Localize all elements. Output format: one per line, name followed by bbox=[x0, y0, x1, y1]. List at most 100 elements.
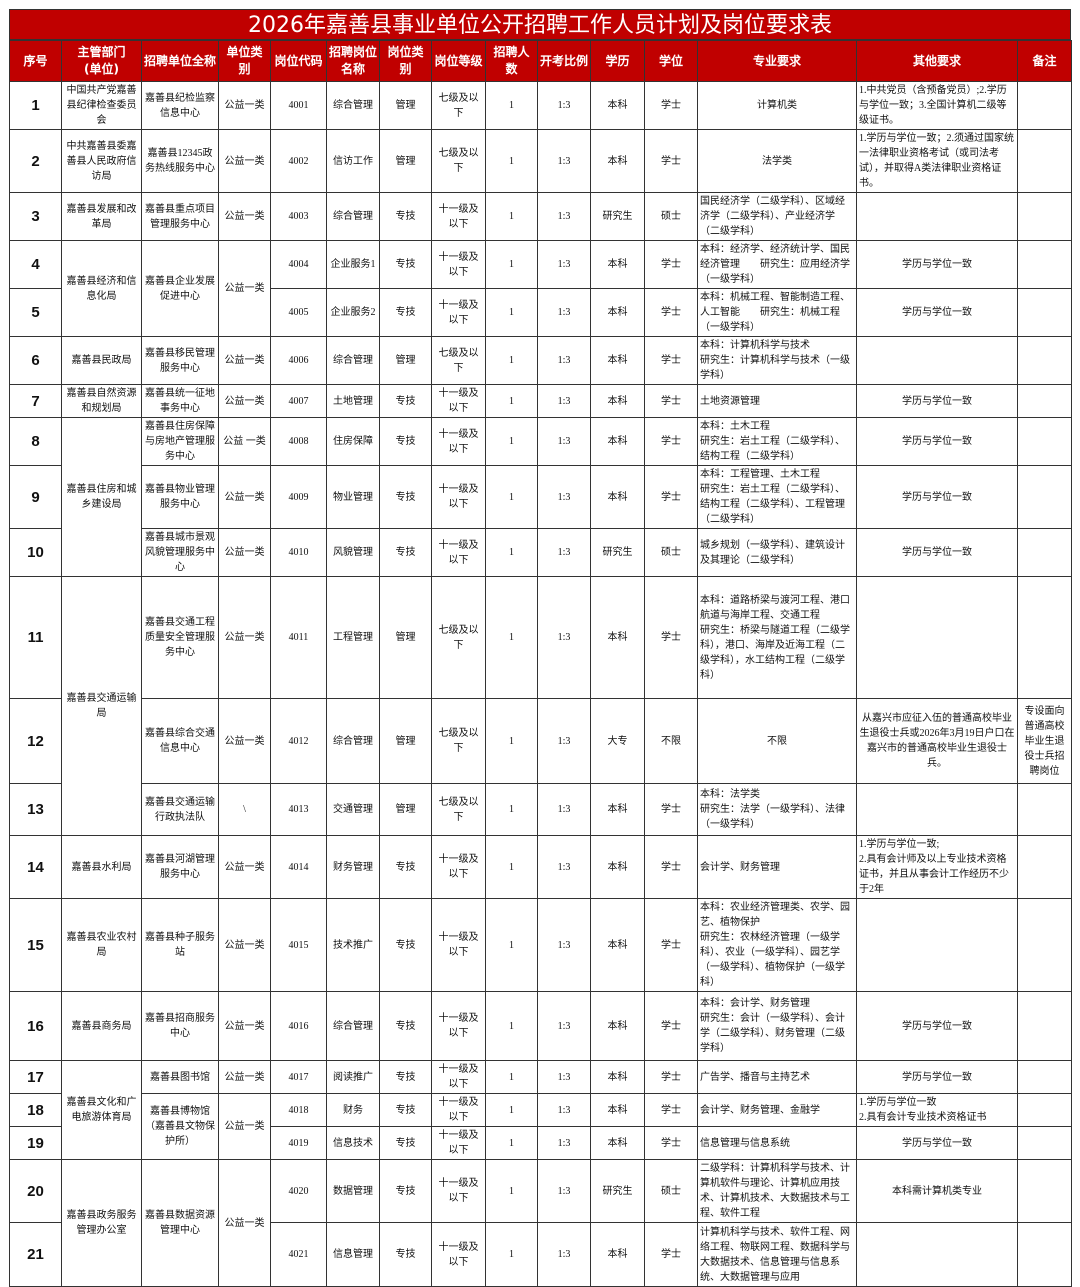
cell-note bbox=[1017, 1159, 1072, 1223]
table-row: 10 嘉善县城市景观风貌管理服务中心 公益一类 4010 风貌管理 专技 十一级及以下 1 1:… bbox=[9, 528, 1072, 577]
cell-unit-type: 公益一类 bbox=[218, 1159, 271, 1287]
cell-grade: 十一级及以下 bbox=[431, 465, 486, 529]
cell-degree: 学士 bbox=[644, 835, 698, 899]
cell-code: 4010 bbox=[270, 528, 327, 577]
cell-major: 城乡规划（一级学科）、建筑设计及其理论（二级学科） bbox=[697, 528, 857, 577]
table-row: 11 嘉善县交通运输局 嘉善县交通工程质量安全管理服务中心 公益一类 4011 工程管理管… bbox=[9, 576, 1072, 836]
cell-note bbox=[1017, 81, 1072, 130]
cell-degree: 学士 bbox=[644, 288, 698, 337]
column-header: 单位类别 bbox=[218, 40, 271, 82]
cell-degree: 学士 bbox=[644, 898, 698, 992]
cell-ratio: 1:3 bbox=[537, 288, 591, 337]
cell-grade: 十一级及以下 bbox=[431, 991, 486, 1061]
column-header: 备注 bbox=[1017, 40, 1072, 82]
cell-category: 管理 bbox=[379, 698, 432, 784]
cell-code: 4004 bbox=[270, 240, 327, 289]
cell-degree: 学士 bbox=[644, 1060, 698, 1094]
cell-category: 专技 bbox=[379, 288, 432, 337]
cell-code: 4002 bbox=[270, 129, 327, 193]
cell-ratio: 1:3 bbox=[537, 698, 591, 784]
cell-category: 管理 bbox=[379, 81, 432, 130]
cell-seq: 2 bbox=[9, 129, 62, 193]
cell-grade: 十一级及以下 bbox=[431, 288, 486, 337]
cell-count: 1 bbox=[485, 698, 538, 784]
cell-edu: 大专 bbox=[590, 698, 645, 784]
cell-major: 计算机类 bbox=[697, 81, 857, 130]
cell-count: 1 bbox=[485, 783, 538, 836]
cell-other: 学历与学位一致 bbox=[856, 417, 1018, 466]
cell-grade: 十一级及以下 bbox=[431, 1222, 486, 1287]
cell-grade: 十一级及以下 bbox=[431, 192, 486, 241]
cell-major: 本科：土木工程 研究生：岩土工程（二级学科）、结构工程（二级学科） bbox=[697, 417, 857, 466]
table-row: 18 嘉善县博物馆（嘉善县文物保护所） 公益一类 4018 财务 专技 十一级及以下 1 1:3… bbox=[9, 1093, 1072, 1160]
cell-count: 1 bbox=[485, 1060, 538, 1094]
table-title: 2026年嘉善县事业单位公开招聘工作人员计划及岗位要求表 bbox=[9, 9, 1071, 40]
cell-category: 专技 bbox=[379, 384, 432, 418]
cell-ratio: 1:3 bbox=[537, 1060, 591, 1094]
cell-other: 1.学历与学位一致 2.具有会计专业技术资格证书 bbox=[856, 1093, 1018, 1127]
cell-unit: 嘉善县招商服务中心 bbox=[141, 991, 219, 1061]
cell-ratio: 1:3 bbox=[537, 783, 591, 836]
column-header: 序号 bbox=[9, 40, 62, 82]
cell-count: 1 bbox=[485, 417, 538, 466]
cell-category: 专技 bbox=[379, 1126, 432, 1160]
table-row: 20 嘉善县政务服务管理办公室 嘉善县数据资源管理中心 公益一类 4020 数据管理 专技十… bbox=[9, 1159, 1072, 1287]
cell-other bbox=[856, 336, 1018, 385]
cell-grade: 十一级及以下 bbox=[431, 240, 486, 289]
cell-unit: 嘉善县交通运输行政执法队 bbox=[141, 783, 219, 836]
cell-ratio: 1:3 bbox=[537, 1159, 591, 1223]
cell-code: 4001 bbox=[270, 81, 327, 130]
cell-major: 本科：会计学、财务管理 研究生：会计（一级学科）、会计学（二级学科）、财务管理（… bbox=[697, 991, 857, 1061]
column-header: 主管部门 (单位) bbox=[61, 40, 142, 82]
cell-major: 会计学、财务管理 bbox=[697, 835, 857, 899]
cell-unit-type: 公益一类 bbox=[218, 336, 271, 385]
cell-degree: 学士 bbox=[644, 384, 698, 418]
cell-unit-type: 公益一类 bbox=[218, 1093, 271, 1160]
cell-edu: 本科 bbox=[590, 576, 645, 699]
cell-unit-type: 公益一类 bbox=[218, 240, 271, 337]
cell-edu: 本科 bbox=[590, 240, 645, 289]
cell-major: 本科：经济学、经济统计学、国民经济管理 研究生：应用经济学（一级学科） bbox=[697, 240, 857, 289]
cell-ratio: 1:3 bbox=[537, 898, 591, 992]
cell-note bbox=[1017, 528, 1072, 577]
table-row: 1 中国共产党嘉善县纪律检查委员会 嘉善县纪检监察信息中心 公益一类 4001 综合管理管… bbox=[9, 81, 1072, 130]
cell-seq: 16 bbox=[9, 991, 62, 1061]
cell-unit: 嘉善县住房保障与房地产管理服务中心 bbox=[141, 417, 219, 466]
cell-grade: 十一级及以下 bbox=[431, 1060, 486, 1094]
header-row: 序号 主管部门 (单位) 招聘单位全称 单位类别 岗位代码 招聘岗位名称 岗位类别 岗位等级招… bbox=[9, 40, 1072, 82]
cell-count: 1 bbox=[485, 1222, 538, 1287]
cell-post: 综合管理 bbox=[326, 192, 380, 241]
table-row: 8 嘉善县住房和城乡建设局 嘉善县住房保障与房地产管理服务中心 公益 一类 4008 住房… bbox=[9, 417, 1072, 577]
cell-ratio: 1:3 bbox=[537, 576, 591, 699]
cell-ratio: 1:3 bbox=[537, 465, 591, 529]
cell-note: 专设面向普通高校毕业生退役士兵招聘岗位 bbox=[1017, 698, 1072, 784]
cell-post: 企业服务1 bbox=[326, 240, 380, 289]
cell-post: 阅读推广 bbox=[326, 1060, 380, 1094]
cell-major: 法学类 bbox=[697, 129, 857, 193]
cell-degree: 学士 bbox=[644, 1222, 698, 1287]
cell-degree: 学士 bbox=[644, 129, 698, 193]
cell-unit-type: 公益一类 bbox=[218, 898, 271, 992]
cell-other: 学历与学位一致 bbox=[856, 465, 1018, 529]
cell-unit-type: 公益一类 bbox=[218, 81, 271, 130]
cell-ratio: 1:3 bbox=[537, 129, 591, 193]
cell-note bbox=[1017, 384, 1072, 418]
cell-other: 1.中共党员（含预备党员）;2.学历与学位一致；3.全国计算机二级等级证书。 bbox=[856, 81, 1018, 130]
cell-degree: 学士 bbox=[644, 240, 698, 289]
cell-unit: 嘉善县统一征地事务中心 bbox=[141, 384, 219, 418]
cell-seq: 11 bbox=[9, 576, 62, 699]
cell-code: 4011 bbox=[270, 576, 327, 699]
cell-count: 1 bbox=[485, 835, 538, 899]
cell-unit: 嘉善县综合交通信息中心 bbox=[141, 698, 219, 784]
cell-ratio: 1:3 bbox=[537, 528, 591, 577]
cell-note bbox=[1017, 835, 1072, 899]
cell-seq: 4 bbox=[9, 240, 62, 289]
cell-seq: 13 bbox=[9, 783, 62, 836]
cell-other: 学历与学位一致 bbox=[856, 528, 1018, 577]
cell-degree: 学士 bbox=[644, 336, 698, 385]
cell-dept: 嘉善县住房和城乡建设局 bbox=[61, 417, 142, 577]
cell-unit-type: 公益一类 bbox=[218, 129, 271, 193]
cell-category: 专技 bbox=[379, 1060, 432, 1094]
cell-ratio: 1:3 bbox=[537, 1126, 591, 1160]
cell-post: 综合管理 bbox=[326, 698, 380, 784]
